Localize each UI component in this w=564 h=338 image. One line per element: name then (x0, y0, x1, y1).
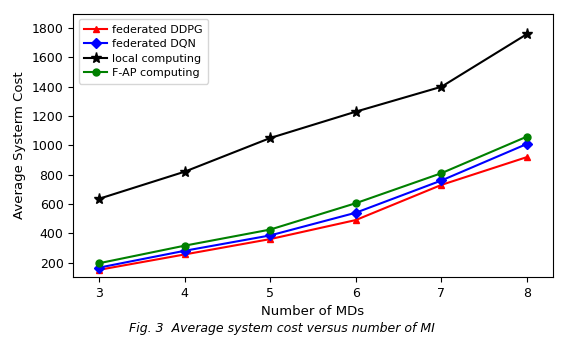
federated DQN (523, 142, 530, 146)
local computing (352, 110, 359, 114)
F-AP computing (267, 227, 274, 232)
federated DDPG (523, 155, 530, 159)
F-AP computing (523, 135, 530, 139)
federated DQN (267, 233, 274, 237)
federated DQN (438, 178, 445, 183)
Line: F-AP computing: F-AP computing (95, 133, 531, 267)
F-AP computing (438, 171, 445, 175)
local computing (267, 136, 274, 140)
federated DDPG (438, 183, 445, 187)
federated DDPG (181, 252, 188, 257)
federated DDPG (96, 268, 103, 272)
federated DQN (181, 249, 188, 253)
federated DDPG (267, 237, 274, 241)
Y-axis label: Average Systerm Cost: Average Systerm Cost (13, 72, 26, 219)
F-AP computing (352, 201, 359, 205)
local computing (96, 197, 103, 201)
federated DDPG (352, 218, 359, 222)
F-AP computing (181, 244, 188, 248)
Legend: federated DDPG, federated DQN, local computing, F-AP computing: federated DDPG, federated DQN, local com… (79, 19, 208, 83)
Line: local computing: local computing (94, 28, 532, 204)
Line: federated DQN: federated DQN (95, 140, 531, 271)
local computing (438, 85, 445, 89)
Text: Fig. 3  Average system cost versus number of MI: Fig. 3 Average system cost versus number… (129, 322, 435, 335)
X-axis label: Number of MDs: Number of MDs (262, 306, 364, 318)
local computing (181, 170, 188, 174)
Line: federated DDPG: federated DDPG (95, 153, 531, 273)
local computing (523, 32, 530, 36)
federated DQN (352, 211, 359, 215)
federated DQN (96, 266, 103, 270)
F-AP computing (96, 261, 103, 265)
